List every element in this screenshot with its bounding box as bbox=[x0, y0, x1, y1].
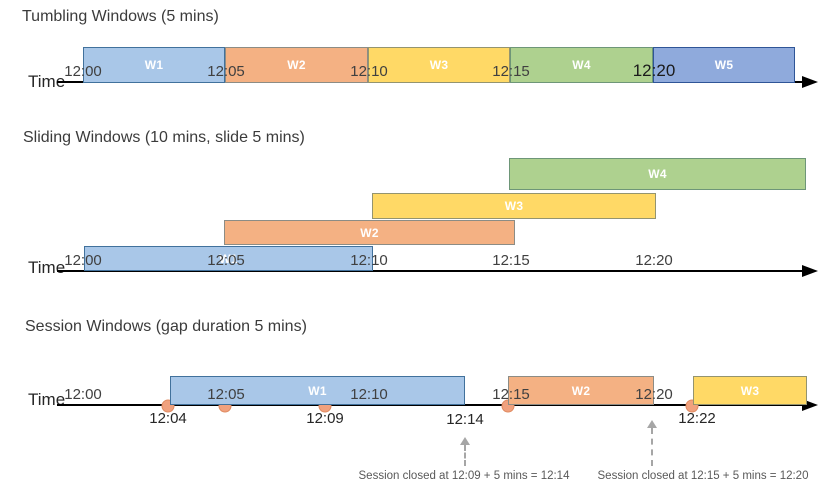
window-label: W3 bbox=[740, 383, 760, 398]
sliding-time-axis-label: Time bbox=[28, 258, 66, 277]
session-window-w3: W3 bbox=[693, 376, 807, 405]
session-closed-annotation: Session closed at 12:09 + 5 mins = 12:14 bbox=[358, 470, 570, 482]
tick-label: 12:00 bbox=[64, 63, 102, 80]
tick-label: 12:10 bbox=[350, 386, 388, 403]
tick-label: 12:15 bbox=[492, 252, 530, 269]
window-label: W2 bbox=[360, 225, 379, 240]
session-window-w1: W1 bbox=[170, 376, 465, 405]
sliding-time-axis-line bbox=[57, 270, 802, 272]
tumbling-time-axis-label: Time bbox=[28, 72, 66, 91]
up-arrow-icon bbox=[460, 437, 470, 445]
tick-label: 12:10 bbox=[350, 252, 388, 269]
sliding-title: Sliding Windows (10 mins, slide 5 mins) bbox=[23, 129, 305, 146]
window-label: W1 bbox=[308, 383, 327, 398]
tumbling-window-w2: W2 bbox=[225, 47, 368, 83]
tumbling-window-w1: W1 bbox=[83, 47, 225, 83]
tick-label: 12:05 bbox=[207, 63, 245, 80]
session-time-axis-line bbox=[57, 404, 802, 406]
window-label: W1 bbox=[144, 58, 164, 72]
tick-label: 12:05 bbox=[207, 252, 245, 269]
session-title: Session Windows (gap duration 5 mins) bbox=[25, 318, 307, 335]
event-time-label: 12:09 bbox=[306, 410, 344, 427]
tick-label: 12:05 bbox=[207, 386, 245, 403]
window-label: W5 bbox=[714, 58, 734, 72]
tick-label: 12:20 bbox=[632, 61, 676, 80]
session-close-time-label: 12:14 bbox=[446, 411, 484, 428]
tick-label: 12:15 bbox=[492, 386, 530, 403]
tumbling-window-w5: W5 bbox=[653, 47, 795, 83]
sliding-window-w1: W1 bbox=[84, 246, 373, 271]
event-time-label: 12:22 bbox=[678, 410, 716, 427]
tick-label: 12:15 bbox=[492, 63, 530, 80]
window-label: W4 bbox=[572, 58, 591, 72]
session-time-axis-label: Time bbox=[28, 390, 66, 409]
window-label: W3 bbox=[504, 199, 524, 213]
sliding-window-w3: W3 bbox=[372, 193, 656, 219]
session-closed-annotation: Session closed at 12:15 + 5 mins = 12:20 bbox=[597, 470, 809, 482]
tick-label: 12:00 bbox=[64, 252, 102, 269]
tick-label: 12:20 bbox=[635, 386, 673, 403]
sliding-window-w2: W2 bbox=[224, 220, 515, 245]
sliding-window-w4: W4 bbox=[509, 158, 806, 190]
window-label: W1 bbox=[219, 251, 238, 266]
sliding-axis-arrowhead-icon bbox=[802, 265, 818, 277]
up-arrow-icon bbox=[647, 420, 657, 428]
window-label: W4 bbox=[648, 167, 667, 181]
tumbling-window-w3: W3 bbox=[368, 47, 510, 83]
up-arrow-stem bbox=[651, 428, 653, 466]
tick-label: 12:00 bbox=[64, 386, 102, 403]
session-window-w2: W2 bbox=[508, 376, 654, 405]
tumbling-axis-arrowhead-icon bbox=[802, 76, 818, 88]
tumbling-window-w4: W4 bbox=[510, 47, 653, 83]
window-label: W3 bbox=[429, 58, 449, 72]
tick-label: 12:20 bbox=[635, 252, 673, 269]
up-arrow-stem bbox=[464, 445, 466, 466]
event-time-label: 12:04 bbox=[149, 410, 187, 427]
window-label: W2 bbox=[571, 383, 591, 398]
window-label: W2 bbox=[287, 58, 306, 72]
tumbling-title: Tumbling Windows (5 mins) bbox=[22, 8, 219, 25]
tick-label: 12:10 bbox=[350, 63, 388, 80]
